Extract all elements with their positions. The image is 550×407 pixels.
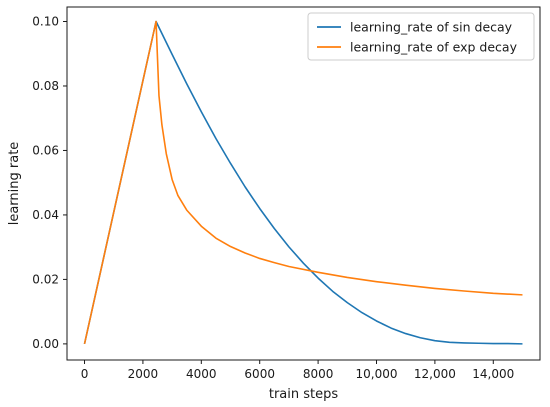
plot-frame	[66, 6, 541, 361]
x-axis-label: train steps	[269, 387, 339, 402]
x-axis: 0 2000 4000 6000 8000 10,000 12,000 14,000	[81, 360, 514, 381]
series-line-1	[83, 20, 523, 345]
y-axis-label: learning rate	[7, 142, 22, 226]
y-tick-label: 0.04	[32, 208, 59, 222]
y-tick-label: 0.10	[32, 15, 59, 29]
x-tick-label: 8000	[303, 367, 334, 381]
y-tick-label: 0.06	[32, 143, 59, 157]
plot-area	[66, 6, 541, 361]
x-tick-label: 10,000	[355, 367, 397, 381]
x-tick-label: 0	[81, 367, 89, 381]
x-tick-label: 12,000	[414, 367, 456, 381]
x-tick-label: 2000	[128, 367, 159, 381]
series-layer	[83, 20, 523, 345]
y-axis: 0.00 0.02 0.04 0.06 0.08 0.10	[32, 15, 67, 351]
legend-box	[307, 12, 535, 61]
legend: learning_rate of sin decay learning_rate …	[307, 12, 535, 61]
x-tick-label: 6000	[244, 367, 275, 381]
series-line-2	[83, 20, 523, 345]
y-tick-label: 0.08	[32, 79, 59, 93]
y-tick-label: 0.00	[32, 337, 59, 351]
y-tick-label: 0.02	[32, 272, 59, 286]
legend-label-1: learning_rate of sin decay	[350, 20, 513, 35]
x-tick-label: 4000	[186, 367, 217, 381]
legend-label-2: learning_rate of exp decay	[350, 40, 518, 55]
x-tick-label: 14,000	[472, 367, 514, 381]
